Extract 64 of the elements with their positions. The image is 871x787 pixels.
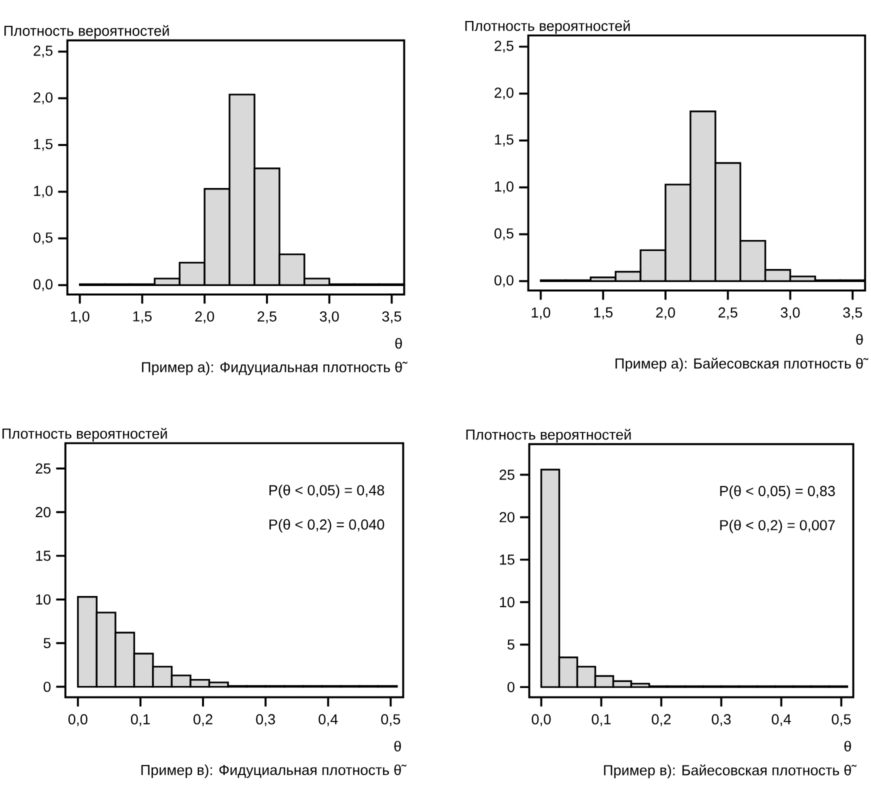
y-tick-label: 0,0 (34, 279, 53, 292)
y-tick-label: 25 (500, 470, 514, 480)
x-axis-title: θ (394, 740, 401, 752)
x-tick-label: 3,0 (320, 311, 339, 324)
x-tick-label: 0,3 (256, 714, 275, 726)
x-tick-label: 0,4 (772, 714, 791, 726)
x-tick-label: 0,3 (712, 714, 731, 726)
x-tick-label: 3,5 (382, 311, 402, 324)
y-tick-label: 15 (36, 550, 51, 561)
y-tick-label: 0,0 (494, 275, 514, 288)
x-tick-label: 0,1 (592, 714, 611, 726)
x-tick-label: 3,0 (780, 307, 800, 320)
x-tick-label: 3,5 (843, 307, 862, 320)
y-axis-title: Плотность вероятностей (2, 428, 167, 442)
x-tick-label: 2,5 (258, 311, 276, 324)
y-tick-label: 0,5 (34, 232, 52, 244)
y-tick-label: 0,5 (494, 228, 514, 240)
x-tick-label: 0,2 (194, 714, 212, 726)
x-tick-label: 2,5 (718, 307, 738, 320)
x-tick-label: 0,1 (130, 714, 150, 726)
x-tick-label: 0,5 (381, 714, 400, 726)
x-tick-label: 1,5 (133, 311, 152, 324)
y-tick-label: 20 (36, 507, 51, 518)
y-tick-label: 5 (44, 638, 51, 648)
y-tick-label: 2,5 (34, 46, 52, 58)
text: Пример а): Байесовская плотность θ̃ (616, 358, 868, 372)
annotation: P(θ < 0,2) = 0,007 (720, 520, 835, 534)
y-tick-label: 20 (500, 512, 514, 522)
y-tick-label: 10 (500, 597, 514, 608)
y-tick-label: 0 (508, 682, 514, 692)
y-tick-label: 10 (36, 594, 51, 605)
x-tick-label: 0,0 (68, 714, 88, 726)
y-axis-title: Плотность вероятностей (466, 428, 631, 443)
x-axis-title: θ (395, 338, 402, 349)
y-tick-label: 2,0 (34, 92, 53, 104)
x-tick-label: 2,0 (195, 311, 214, 324)
y-tick-label: 1,0 (34, 186, 53, 198)
x-tick-label: 0,4 (318, 714, 338, 726)
x-tick-label: 1,0 (532, 307, 550, 320)
y-tick-label: 25 (36, 463, 51, 474)
annotation: P(θ < 0,2) = 0,040 (269, 519, 384, 533)
x-axis-title: θ (844, 740, 851, 752)
x-axis-title: θ (856, 334, 863, 345)
y-tick-label: 2,5 (494, 40, 514, 53)
y-axis-title: Плотность вероятностей (4, 25, 169, 39)
text: Пример в): Байесовская плотность θ̃ (604, 764, 857, 778)
y-tick-label: 1,5 (495, 134, 514, 146)
y-tick-label: 5 (508, 640, 514, 650)
x-tick-label: 1,5 (594, 307, 613, 320)
x-tick-label: 0,2 (652, 714, 671, 726)
y-tick-label: 2,0 (494, 88, 514, 100)
x-tick-label: 0,5 (832, 714, 851, 726)
x-tick-label: 2,0 (656, 307, 675, 320)
annotation: P(θ < 0,05) = 0,83 (720, 486, 835, 500)
y-tick-label: 1,0 (495, 181, 514, 194)
y-axis-title: Плотность вероятностей (465, 20, 630, 34)
x-tick-label: 0,0 (532, 714, 551, 726)
text: Пример в): Фидуциальная плотность θ̃ (141, 764, 407, 778)
y-tick-label: 1,5 (34, 139, 52, 151)
y-tick-label: 15 (500, 554, 514, 565)
y-tick-label: 0 (44, 682, 51, 692)
text: Пример а): Фидуциальная плотность θ̃ (142, 362, 408, 376)
x-tick-label: 1,0 (70, 311, 90, 324)
annotation: P(θ < 0,05) = 0,48 (269, 484, 384, 498)
